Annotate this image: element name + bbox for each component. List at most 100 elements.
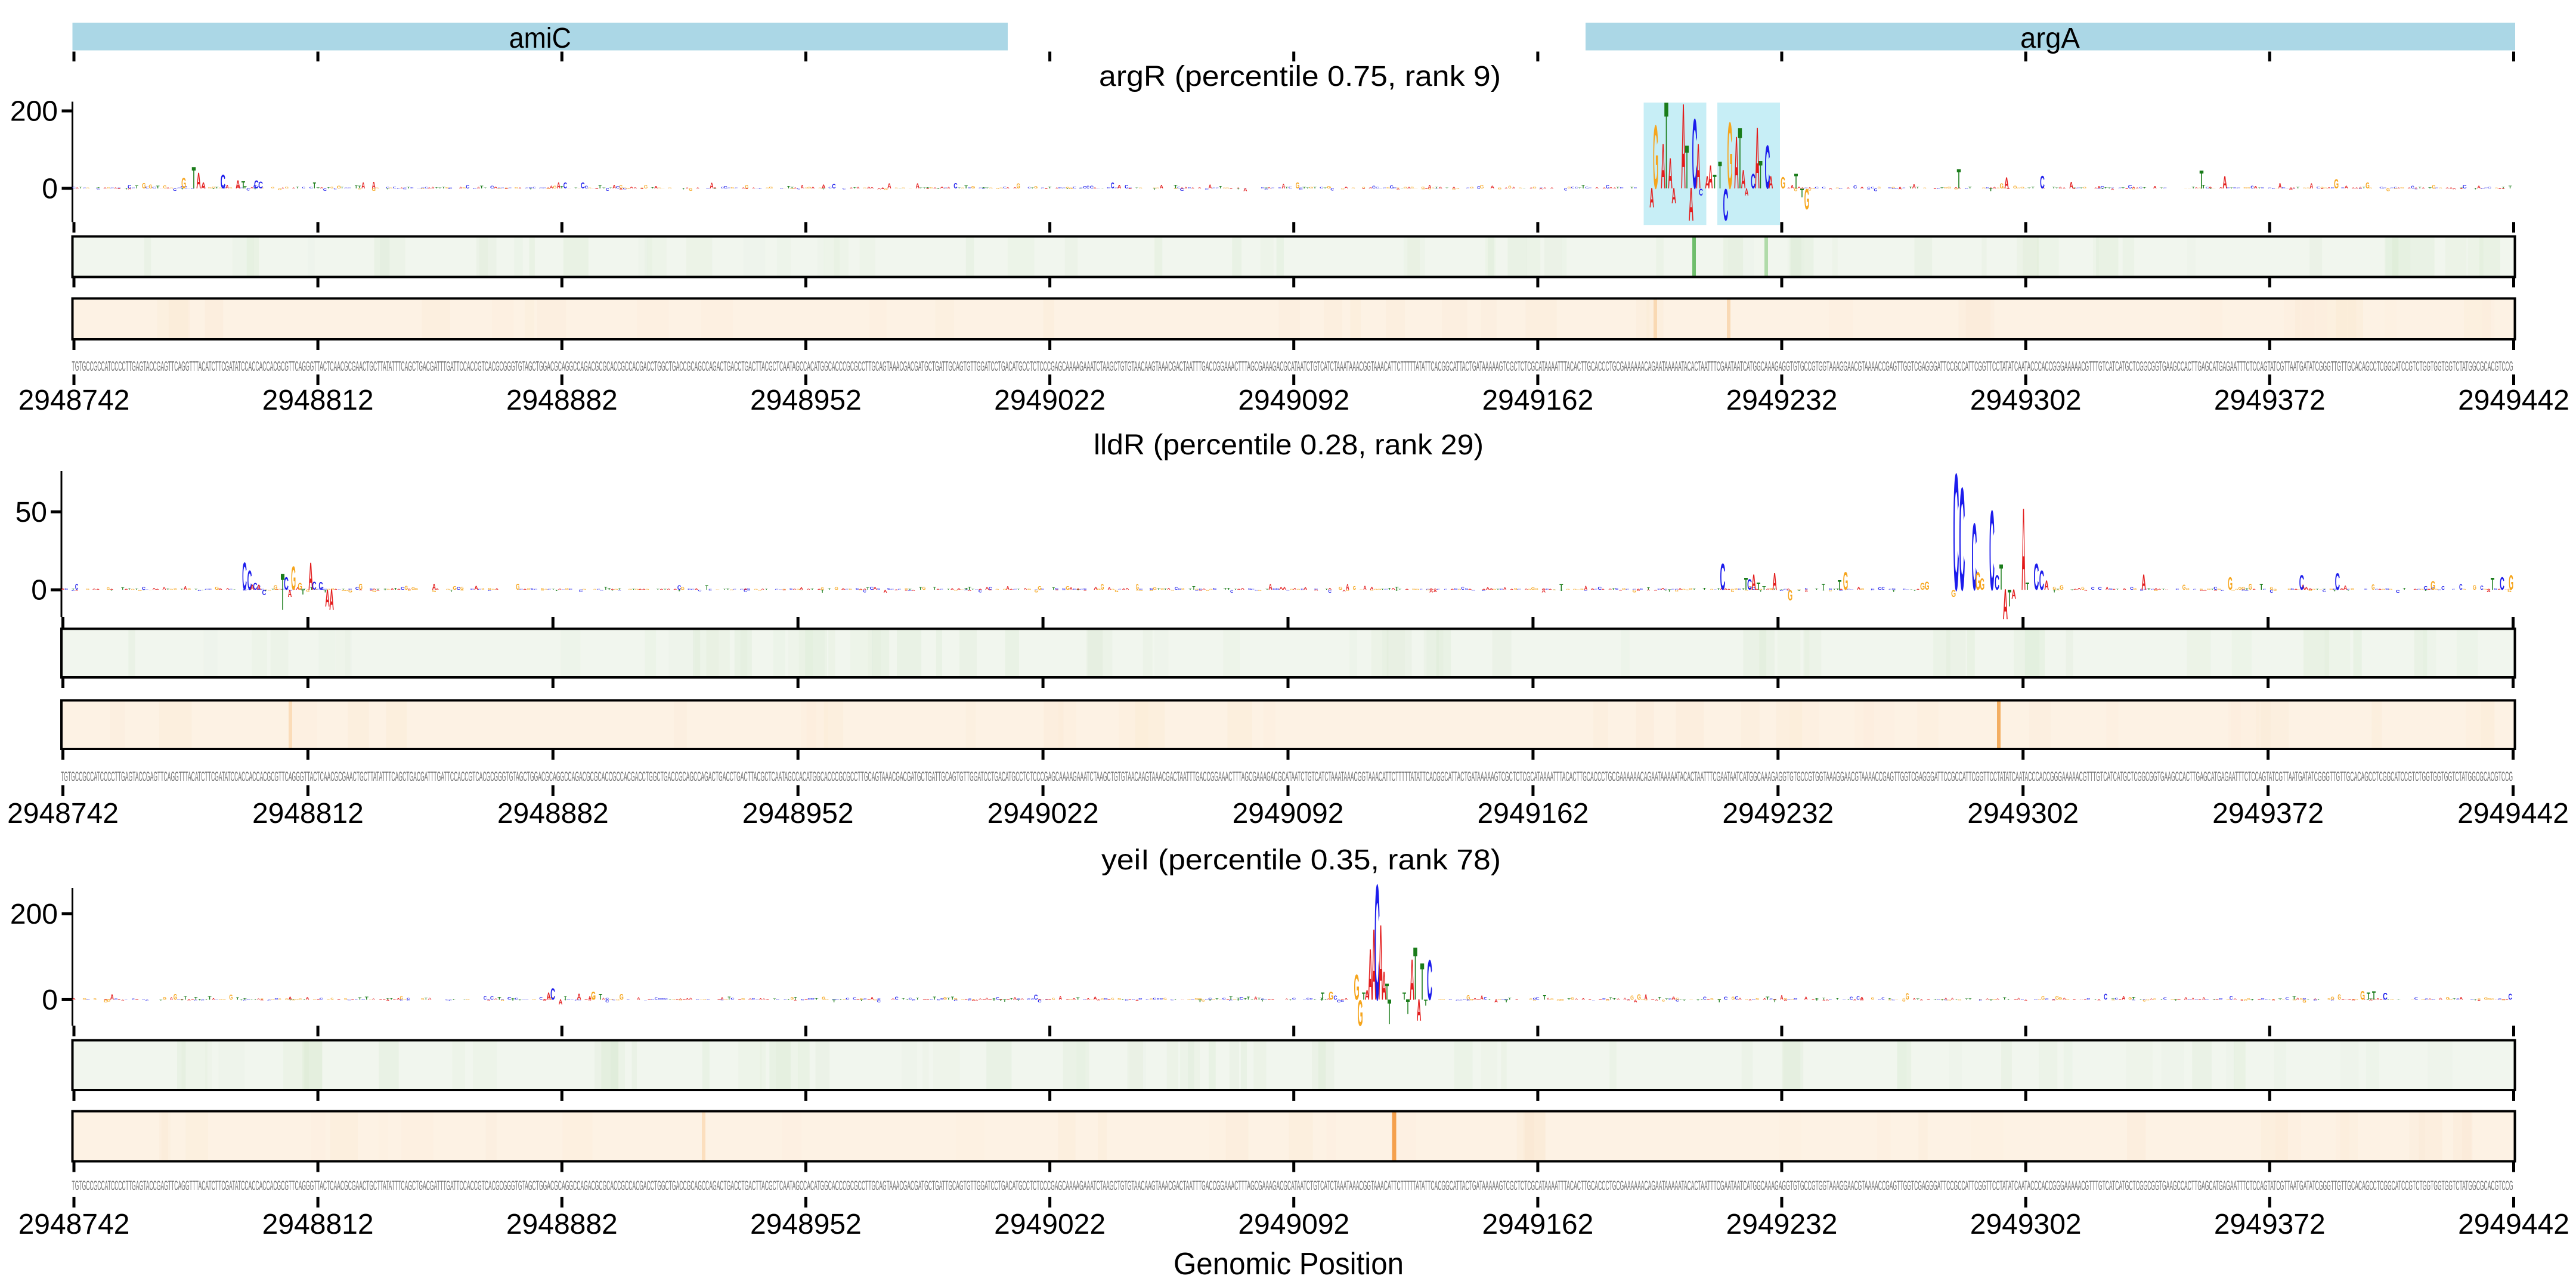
svg-text:C: C — [246, 999, 250, 1000]
svg-text:A: A — [494, 998, 498, 1000]
svg-text:G: G — [1906, 991, 1909, 1002]
svg-text:G: G — [2462, 589, 2466, 590]
svg-text:A: A — [2359, 187, 2362, 189]
svg-text:C: C — [302, 187, 306, 189]
svg-text:A: A — [329, 583, 334, 617]
svg-text:C: C — [1017, 999, 1021, 1001]
svg-text:C: C — [1787, 590, 1790, 591]
svg-text:C: C — [1289, 187, 1292, 189]
svg-text:G: G — [2432, 188, 2436, 189]
svg-text:C: C — [1073, 186, 1077, 189]
svg-text:T: T — [999, 999, 1004, 1001]
svg-text:A: A — [170, 997, 174, 1001]
svg-text:C: C — [1471, 590, 1475, 591]
svg-text:T: T — [2367, 991, 2370, 1003]
svg-text:C: C — [262, 589, 267, 597]
svg-text:A: A — [957, 589, 961, 591]
svg-text:A: A — [686, 998, 689, 1000]
svg-text:T: T — [125, 188, 129, 190]
svg-text:G: G — [2066, 999, 2070, 1000]
svg-text:G: G — [148, 183, 153, 190]
svg-text:C: C — [1132, 999, 1136, 1000]
svg-text:C: C — [2364, 589, 2367, 590]
svg-text:T: T — [866, 587, 870, 591]
svg-text:C: C — [578, 999, 582, 1001]
svg-text:G: G — [298, 581, 302, 592]
svg-text:C: C — [1027, 187, 1030, 189]
svg-text:C: C — [1104, 998, 1108, 1001]
svg-text:G: G — [2055, 995, 2059, 1001]
svg-text:C: C — [1157, 998, 1160, 1000]
svg-text:C: C — [832, 999, 837, 1000]
svg-text:A: A — [720, 998, 724, 1001]
svg-text:A: A — [654, 185, 658, 189]
svg-text:G: G — [1297, 589, 1300, 590]
svg-text:yeiI (percentile 0.35, rank 78: yeiI (percentile 0.35, rank 78) — [1101, 844, 1501, 876]
svg-text:G: G — [1791, 999, 1795, 1000]
svg-text:2949162: 2949162 — [1482, 1209, 1593, 1240]
svg-text:A: A — [1671, 995, 1676, 1001]
svg-text:C: C — [2331, 187, 2335, 189]
svg-text:A: A — [1647, 590, 1650, 592]
svg-text:C: C — [1178, 588, 1181, 590]
svg-text:T: T — [316, 187, 320, 188]
svg-text:C: C — [1769, 998, 1773, 1000]
svg-text:C: C — [246, 188, 250, 191]
svg-text:C: C — [2086, 998, 2090, 1000]
svg-text:C: C — [2195, 999, 2199, 1000]
svg-text:G: G — [2038, 999, 2042, 1000]
svg-text:G: G — [278, 998, 281, 1000]
svg-text:G: G — [2142, 999, 2146, 1002]
svg-text:A: A — [436, 589, 439, 590]
svg-text:T: T — [2116, 589, 2119, 590]
svg-text:G: G — [163, 996, 167, 1001]
svg-text:C: C — [2417, 589, 2421, 590]
svg-text:G: G — [766, 187, 770, 188]
svg-text:G: G — [1358, 993, 1363, 1034]
svg-text:T: T — [1003, 999, 1007, 1002]
svg-text:G: G — [331, 589, 335, 591]
svg-text:T: T — [1822, 590, 1825, 591]
svg-text:G: G — [411, 586, 416, 590]
svg-text:A: A — [1755, 110, 1760, 208]
svg-text:2949232: 2949232 — [1726, 385, 1838, 416]
svg-text:G: G — [174, 993, 177, 1002]
svg-text:C: C — [968, 999, 972, 1001]
svg-text:C: C — [863, 590, 866, 593]
svg-text:A: A — [1857, 586, 1860, 591]
svg-text:G: G — [822, 995, 825, 1001]
svg-text:C: C — [1213, 587, 1217, 590]
svg-text:T: T — [1758, 153, 1762, 197]
svg-text:A: A — [968, 590, 972, 592]
svg-text:A: A — [2477, 999, 2481, 1002]
svg-text:A: A — [2233, 998, 2237, 1000]
svg-text:T: T — [181, 188, 185, 190]
svg-text:C: C — [1240, 996, 1244, 1001]
svg-text:A: A — [894, 590, 899, 591]
svg-text:G: G — [169, 589, 173, 590]
svg-text:A: A — [1122, 588, 1126, 590]
svg-text:2948742: 2948742 — [7, 798, 119, 829]
svg-text:A: A — [2177, 999, 2181, 1000]
svg-text:G: G — [894, 187, 898, 188]
svg-text:A: A — [376, 590, 380, 591]
svg-text:C: C — [1546, 589, 1550, 590]
svg-text:C: C — [2128, 184, 2132, 189]
svg-text:C: C — [562, 589, 566, 590]
svg-text:A: A — [504, 188, 508, 190]
svg-text:C: C — [1454, 588, 1458, 590]
svg-text:C: C — [688, 589, 692, 590]
svg-text:T: T — [1313, 999, 1317, 1000]
svg-text:A: A — [1734, 121, 1739, 205]
svg-text:G: G — [971, 185, 976, 189]
svg-text:C: C — [281, 589, 286, 590]
svg-text:C: C — [2140, 590, 2144, 592]
svg-text:G: G — [821, 587, 824, 591]
svg-text:C: C — [1959, 457, 1965, 621]
svg-text:A: A — [2097, 186, 2101, 190]
svg-text:G: G — [2247, 187, 2250, 189]
svg-text:A: A — [1655, 999, 1658, 1001]
svg-text:G: G — [591, 990, 596, 1002]
svg-text:G: G — [995, 589, 999, 590]
svg-text:C: C — [1571, 186, 1575, 189]
